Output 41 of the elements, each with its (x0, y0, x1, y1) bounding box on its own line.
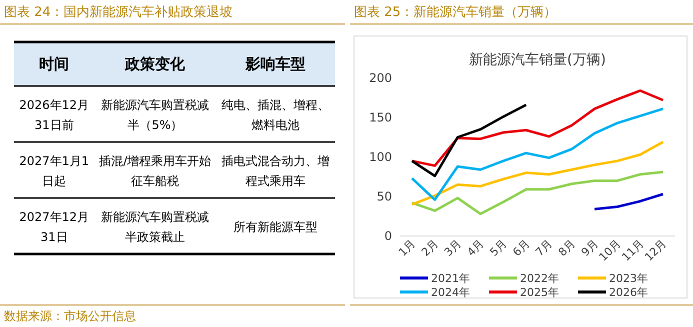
x-tick-label: 8月 (556, 236, 578, 259)
text: 插电式混合动力、增程式乘用车 (222, 154, 330, 188)
text: 2026年12月31日前 (19, 98, 90, 132)
x-tick-label: 6月 (510, 236, 532, 259)
legend-label: 2022年 (520, 272, 559, 285)
y-tick-label: 50 (376, 190, 392, 204)
text: 新能源汽车购置税减半政策截止 (101, 210, 210, 244)
x-tick-label: 5月 (487, 236, 510, 259)
category-label: 影响车型 (244, 55, 306, 73)
line-series (410, 170, 664, 216)
line-series (410, 108, 664, 201)
category-label: 时间 (39, 55, 70, 73)
text: 2027年1月1日起 (19, 154, 90, 188)
y-tick-label: 150 (369, 110, 392, 124)
text: 新能源汽车购置税减半（5%） (101, 98, 210, 132)
legend-label: 2025年 (520, 286, 559, 299)
x-tick-label: 3月 (442, 236, 464, 259)
y-tick-label: 100 (369, 150, 392, 164)
legend-label: 2021年 (431, 272, 470, 285)
x-tick-label: 1月 (396, 236, 418, 259)
chart-title: 图表 25：新能源汽车销量（万辆） (354, 5, 557, 20)
x-tick-label: 2月 (419, 236, 441, 259)
source-note: 数据来源：市场公开信息 (4, 309, 136, 323)
text: 所有新能源车型 (234, 220, 318, 234)
line-series (410, 140, 664, 206)
legend-label: 2024年 (431, 286, 470, 299)
x-tick-label: 4月 (464, 236, 487, 259)
text: 图表 24：国内新能源汽车补贴政策退坡 (4, 5, 233, 20)
text: 插混/增程乘用车开始征车船税 (99, 154, 212, 188)
line-series (410, 104, 528, 178)
y-tick-label: 0 (384, 229, 392, 243)
text: 2027年12月31日 (19, 210, 90, 244)
legend-label: 2026年 (609, 286, 648, 299)
chart-subtitle: 新能源汽车销量(万辆) (469, 52, 606, 68)
line-series (593, 192, 664, 210)
y-tick-label: 200 (369, 71, 392, 85)
legend-label: 2023年 (609, 272, 648, 285)
category-label: 政策变化 (124, 55, 186, 73)
line-series (410, 89, 664, 167)
text: 纯电、插混、增程、燃料电池 (222, 98, 330, 132)
x-tick-label: 7月 (533, 236, 556, 259)
